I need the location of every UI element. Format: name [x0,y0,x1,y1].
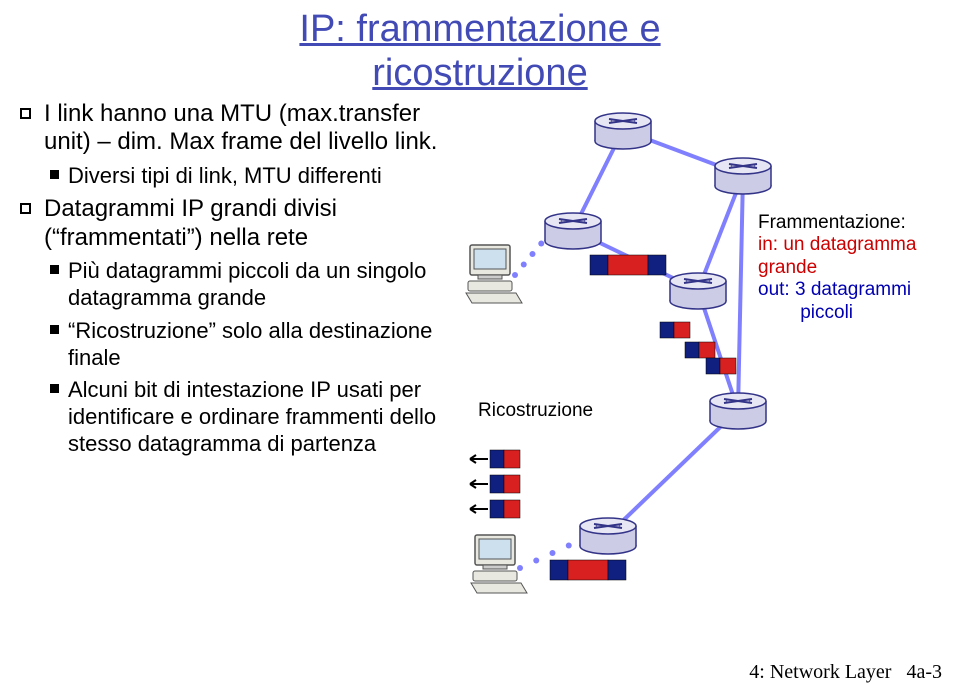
ricostruzione-label: Ricostruzione [478,400,593,422]
in-label: in: un datagramma grande [758,234,916,277]
out-label: out: 3 datagrammi [758,279,911,300]
bullet-icon [50,384,59,393]
bullet-list: I link hanno una MTU (max.transfer unit)… [20,100,460,464]
bullet-a1: Diversi tipi di link, MTU differenti [20,163,460,190]
bullet-b3: Alcuni bit di intestazione IP usati per … [20,377,460,457]
out-label2: piccoli [758,302,960,324]
bullet-icon [20,108,31,119]
bullet-a: I link hanno una MTU (max.transfer unit)… [20,100,460,157]
router-icon [545,213,601,249]
computer-icon [471,535,527,593]
router-icon [715,158,771,194]
router-icon [595,113,651,149]
bullet-b1: Più datagrammi piccoli da un singolo dat… [20,258,460,312]
bullet-icon [50,170,59,179]
bullet-b2: “Ricostruzione” solo alla destinazione f… [20,318,460,372]
bullet-icon [50,325,59,334]
router-icon [670,273,726,309]
footer: 4: Network Layer 4a-3 [749,661,942,684]
bullet-b: Datagrammi IP grandi divisi (“frammentat… [20,195,460,252]
network-diagram [460,100,960,660]
frammentazione-label: Frammentazione: in: un datagramma grande… [758,212,960,324]
bullet-icon [20,203,31,214]
title-line1: IP: frammentazione e [299,8,660,50]
router-icon [580,518,636,554]
bullet-icon [50,265,59,274]
slide-title: IP: frammentazione e ricostruzione [0,8,960,95]
router-icon [710,393,766,429]
title-line2: ricostruzione [372,52,587,94]
